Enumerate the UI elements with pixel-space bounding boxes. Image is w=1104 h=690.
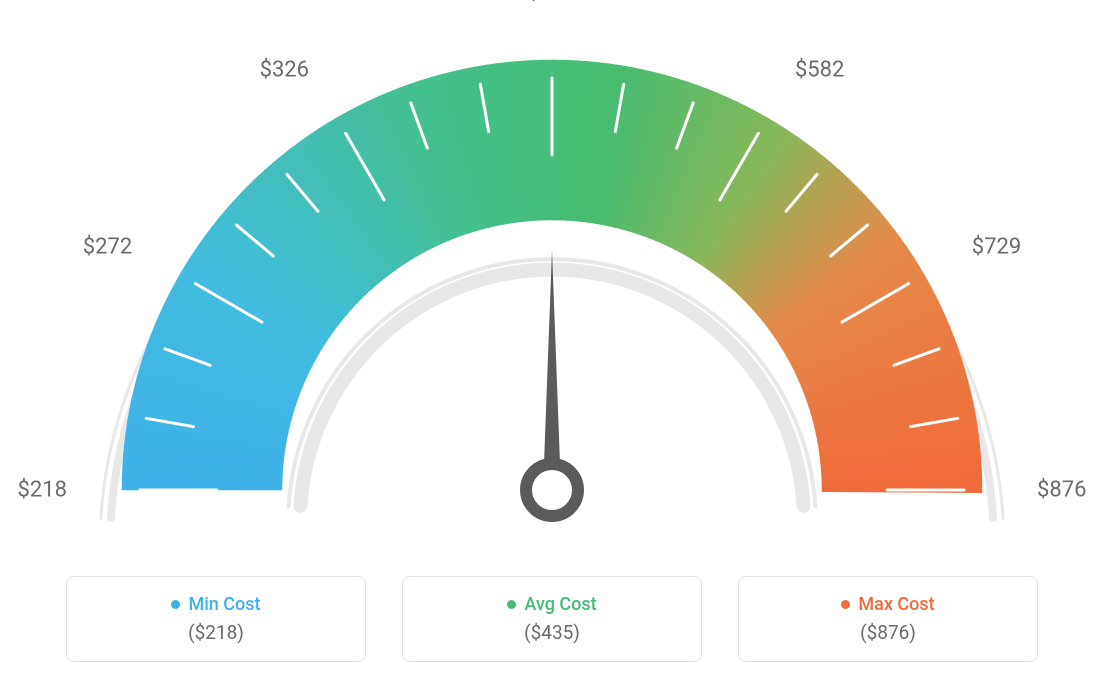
legend-max-label: Max Cost [858,594,934,615]
legend-row: Min Cost ($218) Avg Cost ($435) Max Cost… [66,576,1038,662]
gauge-tick-label: $582 [795,58,844,83]
gauge-chart [52,0,1052,560]
legend-max-value: ($876) [860,621,916,644]
gauge-tick-label: $435 [527,0,576,5]
gauge-tick-label: $326 [260,58,309,83]
legend-avg-label-row: Avg Cost [507,594,596,615]
gauge-tick-label: $876 [1037,478,1086,503]
gauge-tick-label: $218 [18,478,67,503]
legend-avg-value: ($435) [524,621,580,644]
legend-avg-label: Avg Cost [524,594,596,615]
legend-dot-avg [507,600,516,609]
legend-min-value: ($218) [188,621,244,644]
legend-card-avg: Avg Cost ($435) [402,576,702,662]
legend-card-max: Max Cost ($876) [738,576,1038,662]
gauge-tick-label: $272 [83,235,132,260]
legend-min-label-row: Min Cost [171,594,260,615]
legend-dot-max [841,600,850,609]
legend-dot-min [171,600,180,609]
gauge-tick-label: $729 [972,235,1021,260]
legend-max-label-row: Max Cost [841,594,934,615]
legend-min-label: Min Cost [188,594,260,615]
gauge-container: $218$272$326$435$582$729$876 [52,0,1052,560]
legend-card-min: Min Cost ($218) [66,576,366,662]
